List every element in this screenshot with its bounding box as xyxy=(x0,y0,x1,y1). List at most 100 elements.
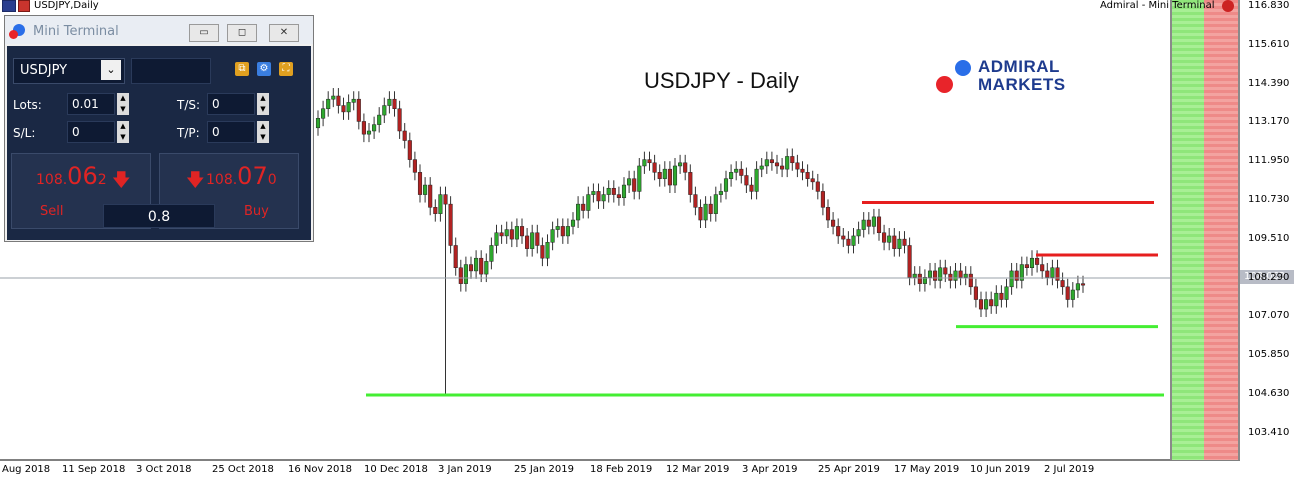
ts-stepper[interactable]: ▲ ▼ xyxy=(257,93,269,115)
candle-body xyxy=(851,235,856,246)
chart-icon xyxy=(2,0,16,12)
candle-body xyxy=(892,235,897,249)
candle-body xyxy=(973,286,978,300)
sl-label: S/L: xyxy=(13,126,36,140)
time-axis-label: 18 Feb 2019 xyxy=(590,464,653,475)
candle-body xyxy=(1045,270,1050,278)
candle-body xyxy=(999,292,1004,300)
copy-icon[interactable]: ⧉ xyxy=(235,62,249,76)
candle-body xyxy=(535,232,540,246)
candle-body xyxy=(734,168,739,173)
candle-body xyxy=(474,257,479,272)
candle-body xyxy=(1075,283,1080,291)
price-chart[interactable] xyxy=(0,0,1240,488)
mini-terminal-window[interactable]: Mini Terminal ▭ ◻ ✕ USDJPY ⌄ ⧉ ⚙ ⛶ Lots:… xyxy=(4,15,314,242)
sell-label: Sell xyxy=(40,204,64,219)
candle-body xyxy=(672,165,678,186)
candle-body xyxy=(387,98,392,106)
candle-body xyxy=(744,175,749,186)
candle-body xyxy=(433,207,438,214)
candle-body xyxy=(453,245,458,268)
time-axis-label: 3 Apr 2019 xyxy=(742,464,798,475)
candle-body xyxy=(1060,280,1065,288)
tp-field[interactable]: 0 xyxy=(207,121,255,143)
candle-body xyxy=(1014,270,1019,281)
sl-field[interactable]: 0 xyxy=(67,121,115,143)
candle-body xyxy=(1019,264,1024,281)
candle-body xyxy=(933,270,938,281)
buy-price: 108.070 xyxy=(206,162,277,190)
candle-body xyxy=(1065,286,1070,300)
candle-body xyxy=(499,232,504,237)
candle-body xyxy=(423,184,428,195)
time-axis-label: 25 Apr 2019 xyxy=(818,464,880,475)
candle-body xyxy=(800,168,805,173)
candle-body xyxy=(1004,286,1009,300)
price-axis-label: 107.070 xyxy=(1248,310,1290,322)
volume-field[interactable]: 0.8 xyxy=(103,204,215,228)
candle-body xyxy=(372,124,377,132)
candle-body xyxy=(570,219,576,227)
candle-body xyxy=(448,203,453,246)
candle-body xyxy=(341,105,346,113)
candle-body xyxy=(412,159,417,173)
candle-body xyxy=(1009,270,1014,288)
candle-body xyxy=(667,168,672,186)
logo-blue-dot-icon xyxy=(955,60,971,76)
candle-body xyxy=(468,264,474,272)
candle-body xyxy=(366,130,372,135)
minimize-button[interactable]: ▭ xyxy=(189,24,219,42)
candle-body xyxy=(1080,283,1086,286)
lots-stepper[interactable]: ▲ ▼ xyxy=(117,93,129,115)
expand-icon[interactable]: ⛶ xyxy=(279,62,293,76)
candle-body xyxy=(713,194,718,214)
current-price-label: 108.062 xyxy=(1240,270,1294,284)
candle-body xyxy=(428,184,433,208)
candle-body xyxy=(550,229,555,243)
candle-body xyxy=(729,172,734,179)
ts-field[interactable]: 0 xyxy=(207,93,255,115)
candle-body xyxy=(382,105,387,116)
candle-body xyxy=(565,226,570,237)
candle-body xyxy=(963,273,968,278)
candle-body xyxy=(463,264,468,284)
time-axis-label: 11 Sep 2018 xyxy=(62,464,126,475)
gear-icon[interactable]: ⚙ xyxy=(257,62,271,76)
ea-status-icon[interactable] xyxy=(1222,0,1234,12)
price-axis-label: 108.290 xyxy=(1248,271,1290,283)
candle-body xyxy=(581,203,586,211)
candle-body xyxy=(417,172,423,195)
candle-body xyxy=(647,159,652,164)
candle-body xyxy=(356,98,361,122)
candle-body xyxy=(606,187,611,195)
tp-stepper[interactable]: ▲ ▼ xyxy=(257,121,269,143)
time-axis-label: 25 Oct 2018 xyxy=(212,464,274,475)
restore-button[interactable]: ◻ xyxy=(227,24,257,42)
time-axis-label: Aug 2018 xyxy=(2,464,51,475)
candle-body xyxy=(902,238,907,246)
candle-body xyxy=(958,270,963,278)
candle-body xyxy=(871,216,876,227)
time-axis-label: 2 Jul 2019 xyxy=(1044,464,1095,475)
close-button[interactable]: ✕ xyxy=(269,24,299,42)
time-axis-label: 3 Oct 2018 xyxy=(136,464,192,475)
sell-price: 108.062 xyxy=(36,162,107,190)
price-axis-label: 109.510 xyxy=(1248,232,1290,244)
sell-button[interactable]: 108.062 🡇 Sell xyxy=(11,153,151,229)
candle-body xyxy=(927,270,933,278)
mini-terminal-titlebar[interactable]: Mini Terminal ▭ ◻ ✕ xyxy=(5,16,313,44)
lots-field[interactable]: 0.01 xyxy=(67,93,115,115)
candle-body xyxy=(315,118,321,129)
candle-body xyxy=(861,219,866,230)
logo-line-1: ADMIRAL xyxy=(978,57,1060,76)
candle-body xyxy=(948,273,953,281)
candle-body xyxy=(555,226,560,230)
candle-body xyxy=(764,159,769,167)
candle-body xyxy=(657,172,662,179)
candle-body xyxy=(739,168,744,176)
candle-body xyxy=(637,165,642,192)
sl-stepper[interactable]: ▲ ▼ xyxy=(117,121,129,143)
tp-label: T/P: xyxy=(177,126,200,140)
chevron-down-icon[interactable]: ⌄ xyxy=(101,60,121,80)
candle-body xyxy=(1055,267,1060,281)
